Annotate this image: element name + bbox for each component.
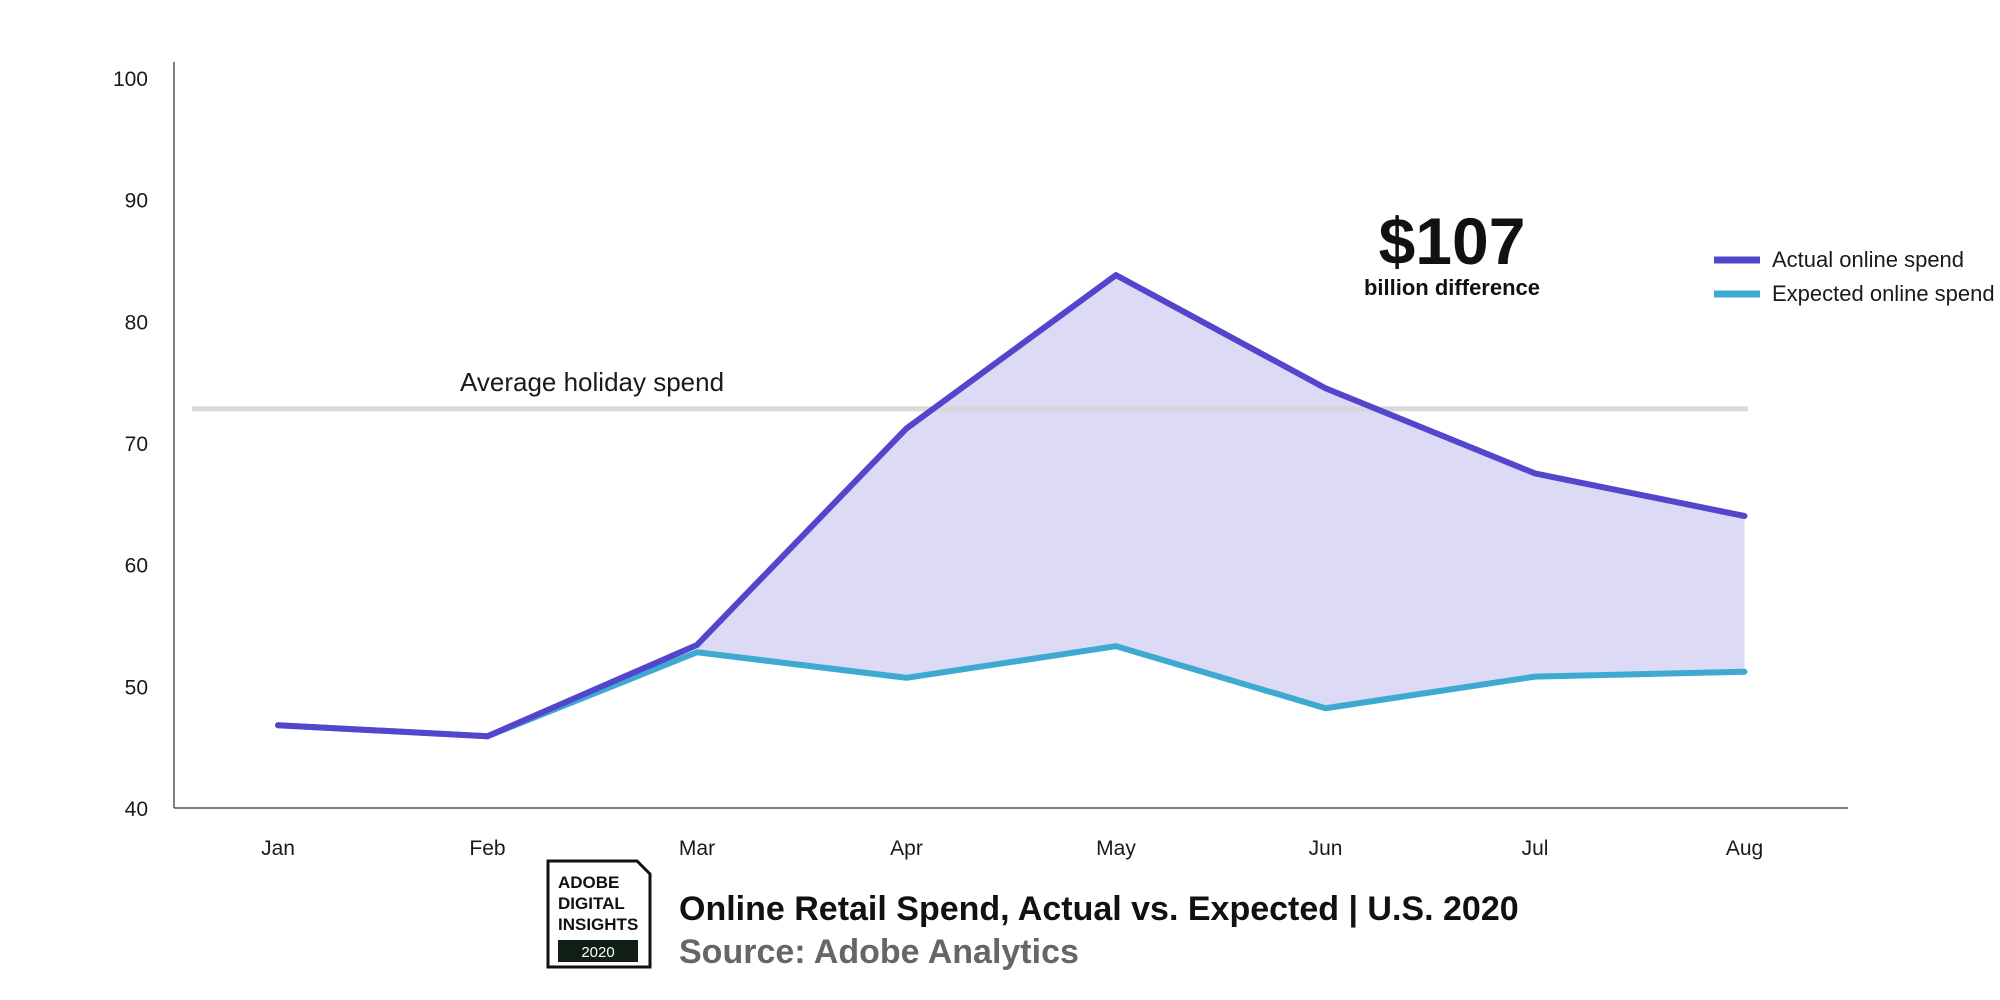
x-axis-ticks: Jan Feb Mar Apr May Jun Jul Aug xyxy=(261,837,1763,860)
actual-online-spend-line xyxy=(275,272,1748,740)
legend-label: Actual online spend xyxy=(1772,247,1964,272)
difference-area xyxy=(697,275,1745,709)
adobe-digital-insights-badge: ADOBE DIGITAL INSIGHTS 2020 xyxy=(546,859,652,969)
chart-title: Online Retail Spend, Actual vs. Expected… xyxy=(679,890,1519,928)
y-tick-label: 70 xyxy=(125,433,148,456)
y-tick-label: 90 xyxy=(125,190,148,213)
average-holiday-spend-label: Average holiday spend xyxy=(460,367,724,397)
y-tick-label: 40 xyxy=(125,798,148,821)
badge-line-1: ADOBE xyxy=(558,873,619,892)
badge-line-3: INSIGHTS xyxy=(558,915,638,934)
x-tick-label: Apr xyxy=(890,837,923,860)
x-tick-label: Aug xyxy=(1726,837,1763,860)
badge-year: 2020 xyxy=(581,944,614,961)
difference-caption: billion difference xyxy=(1364,275,1540,300)
y-tick-label: 50 xyxy=(125,676,148,699)
footer: ADOBE DIGITAL INSIGHTS 2020 Online Retai… xyxy=(545,858,1985,988)
difference-value: $107 xyxy=(1379,204,1526,278)
x-tick-label: Jan xyxy=(261,837,295,860)
series-lines xyxy=(275,272,1748,740)
y-tick-label: 80 xyxy=(125,311,148,334)
x-tick-label: Jun xyxy=(1309,837,1343,860)
y-tick-label: 60 xyxy=(125,555,148,578)
x-tick-label: May xyxy=(1096,837,1136,860)
badge-year-bar xyxy=(558,940,638,962)
chart-source: Source: Adobe Analytics xyxy=(679,933,1079,971)
x-tick-label: Jul xyxy=(1522,837,1549,860)
y-axis-ticks: 100 90 80 70 60 50 40 xyxy=(113,68,148,821)
x-tick-label: Mar xyxy=(679,837,715,860)
y-tick-label: 100 xyxy=(113,68,148,91)
legend: Actual online spend Expected online spend xyxy=(1714,247,1995,306)
legend-label: Expected online spend xyxy=(1772,281,1995,306)
badge-line-2: DIGITAL xyxy=(558,894,625,913)
x-tick-label: Feb xyxy=(469,837,505,860)
